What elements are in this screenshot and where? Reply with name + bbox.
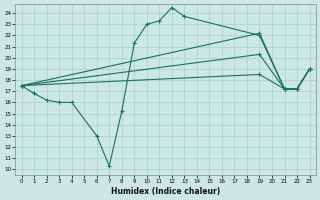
X-axis label: Humidex (Indice chaleur): Humidex (Indice chaleur) bbox=[111, 187, 220, 196]
